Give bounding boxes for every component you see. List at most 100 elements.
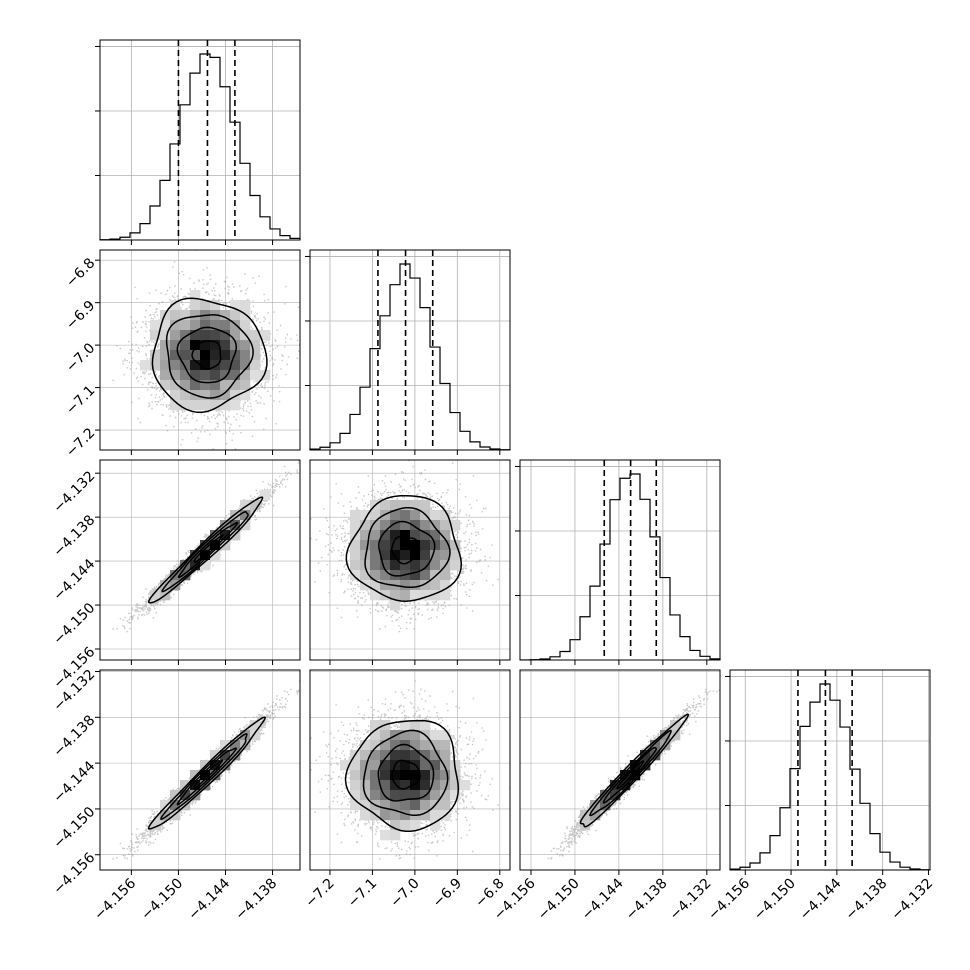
density-cell xyxy=(260,330,271,341)
density-cell xyxy=(230,400,241,411)
density-cell xyxy=(380,560,391,571)
density-cell xyxy=(380,540,391,551)
density-cell xyxy=(400,540,411,551)
density-cell xyxy=(440,570,451,581)
density-cell xyxy=(220,530,231,541)
density-cell xyxy=(360,520,371,531)
density-cell xyxy=(430,510,441,521)
density-cell xyxy=(150,350,161,361)
panel-frame xyxy=(309,669,511,871)
density-cell xyxy=(420,720,431,731)
density-cell xyxy=(370,540,381,551)
density-cell xyxy=(180,560,191,571)
density-cell xyxy=(400,510,411,521)
density-cell xyxy=(190,320,201,331)
density-cell xyxy=(220,390,231,401)
density-cell xyxy=(380,760,391,771)
density-cell xyxy=(390,800,401,811)
density-cell xyxy=(370,590,381,601)
density-cell xyxy=(150,360,161,371)
density-cell xyxy=(380,780,391,791)
panel-frame xyxy=(519,669,721,871)
density-cell xyxy=(190,330,201,341)
density-cell xyxy=(410,510,421,521)
density-cell xyxy=(240,390,251,401)
density-cell xyxy=(450,560,461,571)
density-cell xyxy=(230,380,241,391)
density-cell xyxy=(590,810,601,821)
density-cell xyxy=(410,800,421,811)
density-cell xyxy=(170,800,181,811)
panel-2-1 xyxy=(309,459,511,665)
density-cell xyxy=(190,380,201,391)
density-cell xyxy=(410,730,421,741)
density-cell xyxy=(240,730,251,741)
density-cell xyxy=(200,360,211,371)
panel-3-3 xyxy=(725,669,931,875)
density-cell xyxy=(370,780,381,791)
density-cell xyxy=(390,740,401,751)
density-cell xyxy=(420,590,431,601)
density-cell xyxy=(360,510,371,521)
density-cell xyxy=(450,770,461,781)
density-cell xyxy=(390,530,401,541)
density-cell xyxy=(410,530,421,541)
density-cell xyxy=(160,360,171,371)
density-cell xyxy=(440,520,451,531)
density-cell xyxy=(420,800,431,811)
density-cell xyxy=(420,520,431,531)
contour-line xyxy=(147,716,266,830)
density-cell xyxy=(200,560,211,571)
density-cell xyxy=(190,290,201,301)
density-cell xyxy=(380,770,391,781)
density-cell xyxy=(420,570,431,581)
density-cell xyxy=(210,380,221,391)
density-cell xyxy=(380,740,391,751)
density-cell xyxy=(410,570,421,581)
density-cell xyxy=(380,800,391,811)
density-cell xyxy=(380,730,391,741)
density-cell xyxy=(420,770,431,781)
density-cell xyxy=(410,560,421,571)
density-cell xyxy=(420,580,431,591)
density-cell xyxy=(240,340,251,351)
density-cell xyxy=(360,800,371,811)
density-cell xyxy=(180,360,191,371)
y-tick-label: −6.9 xyxy=(63,298,98,333)
y-tick-label: −4.138 xyxy=(50,712,98,760)
panel-frame xyxy=(729,669,931,871)
density-cell xyxy=(250,330,261,341)
x-tick-label: −4.138 xyxy=(843,876,891,924)
density-cell xyxy=(390,500,401,511)
density-cell xyxy=(380,570,391,581)
density-cell xyxy=(200,390,211,401)
density-cell xyxy=(360,540,371,551)
density-cell xyxy=(170,360,181,371)
density-cell xyxy=(440,530,451,541)
density-cell xyxy=(240,740,251,751)
density-cell xyxy=(240,510,251,521)
contour-line xyxy=(176,326,238,384)
density-cell xyxy=(370,770,381,781)
density-cell xyxy=(170,380,181,391)
density-cell xyxy=(440,800,451,811)
density-cell xyxy=(240,300,251,311)
density-cell xyxy=(220,740,231,751)
density-cell xyxy=(430,520,441,531)
density-cell xyxy=(400,590,411,601)
density-cell xyxy=(200,350,211,361)
density-cell xyxy=(180,390,191,401)
density-cell xyxy=(180,330,191,341)
contour-line xyxy=(579,713,690,828)
density-cell xyxy=(350,760,361,771)
density-cell xyxy=(380,520,391,531)
density-cell xyxy=(430,750,441,761)
density-cell xyxy=(420,540,431,551)
y-tick-label: −4.144 xyxy=(50,758,98,806)
contour-line xyxy=(364,506,451,589)
x-tick-label: −4.144 xyxy=(185,875,233,923)
density-cell xyxy=(440,760,451,771)
density-cell xyxy=(200,550,211,561)
density-cell xyxy=(410,550,421,561)
density-cell xyxy=(420,550,431,561)
